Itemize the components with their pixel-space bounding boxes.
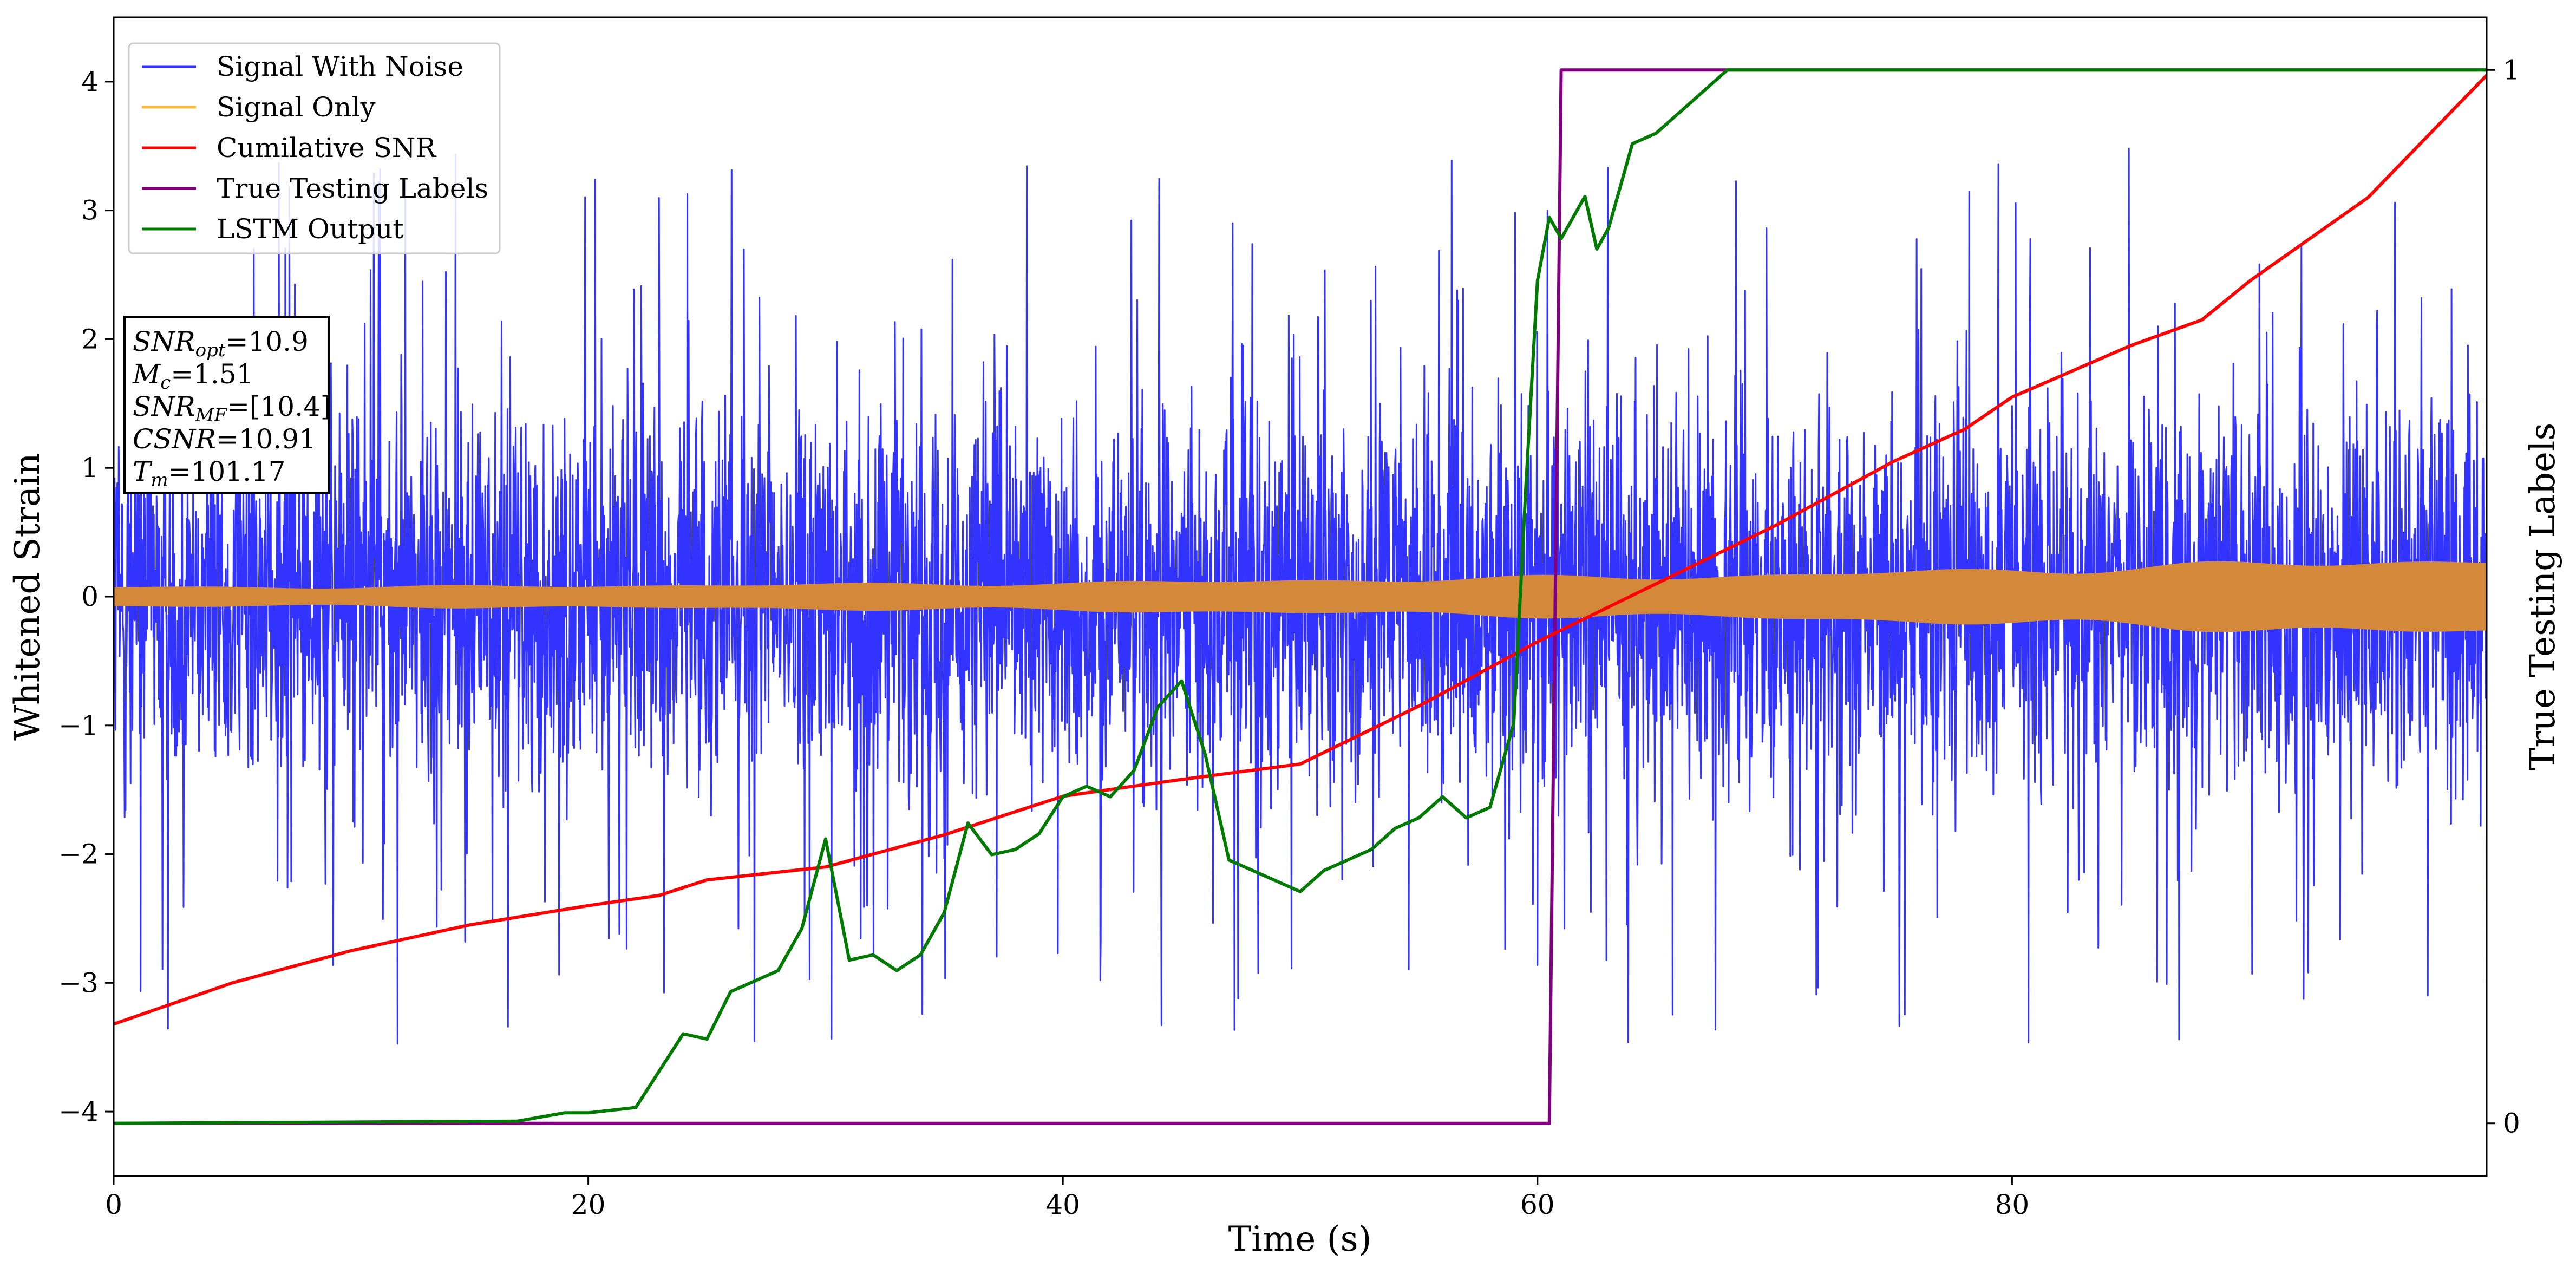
- y-tick-label: 1: [81, 452, 99, 484]
- legend-label-true-testing-labels: True Testing Labels: [217, 173, 488, 204]
- legend: Signal With Noise Signal Only Cumilative…: [128, 42, 501, 254]
- x-axis: 0 20 40 60 80: [105, 1176, 2029, 1220]
- y2-axis: 01: [2487, 54, 2520, 1139]
- x-tick-label: 60: [1520, 1189, 1555, 1220]
- y2-axis-title: True Testing Labels: [2523, 423, 2563, 771]
- info-snr-mf: SNRMF=[10.4]: [133, 391, 331, 426]
- signal-only-series: [114, 561, 2487, 632]
- y-axis: −4 −3 −2 −1 0 1 2 3 4: [58, 66, 114, 1127]
- y2-tick-label: 1: [2503, 54, 2520, 86]
- y-tick-label: −4: [58, 1096, 99, 1127]
- y2-tick-label: 0: [2503, 1108, 2520, 1139]
- signal-with-noise-line: [114, 148, 2487, 1045]
- legend-label-lstm-output: LSTM Output: [217, 213, 403, 245]
- x-axis-title: Time (s): [1228, 1219, 1372, 1259]
- legend-label-signal-with-noise: Signal With Noise: [217, 51, 463, 82]
- y-tick-label: 4: [81, 66, 99, 97]
- y-tick-label: 3: [81, 195, 99, 226]
- y-tick-label: 2: [81, 323, 99, 355]
- info-csnr: CSNR=10.91: [133, 423, 316, 455]
- x-tick-label: 0: [105, 1189, 122, 1220]
- y-tick-label: −2: [58, 839, 99, 870]
- y-axis-title: Whitened Strain: [8, 453, 48, 740]
- legend-label-signal-only: Signal Only: [217, 92, 376, 123]
- x-tick-label: 80: [1995, 1189, 2030, 1220]
- info-box-frame: [123, 316, 330, 494]
- legend-label-cumulative-snr: Cumilative SNR: [217, 132, 436, 164]
- x-tick-label: 20: [571, 1189, 606, 1220]
- line-series-group: [114, 68, 2487, 1125]
- parameter-info-box: SNRopt=10.9 Mc=1.51 SNRMF=[10.4] CSNR=10…: [123, 316, 331, 494]
- legend-box: [128, 42, 501, 254]
- plot-area: [114, 68, 2487, 1125]
- lstm-output-line: [114, 68, 2487, 1125]
- info-merger-time: Tm=101.17: [133, 456, 285, 491]
- y-tick-label: 0: [81, 581, 99, 612]
- info-chirp-mass: Mc=1.51: [132, 358, 253, 394]
- info-snr-opt: SNRopt=10.9: [133, 326, 309, 361]
- signal-only-band: [114, 561, 2487, 632]
- y-tick-label: −3: [58, 967, 99, 998]
- signal-with-noise-series: [114, 148, 2487, 1045]
- y-tick-label: −1: [58, 710, 99, 741]
- x-tick-label: 40: [1045, 1189, 1080, 1220]
- cumilative-snr-line: [114, 74, 2487, 1026]
